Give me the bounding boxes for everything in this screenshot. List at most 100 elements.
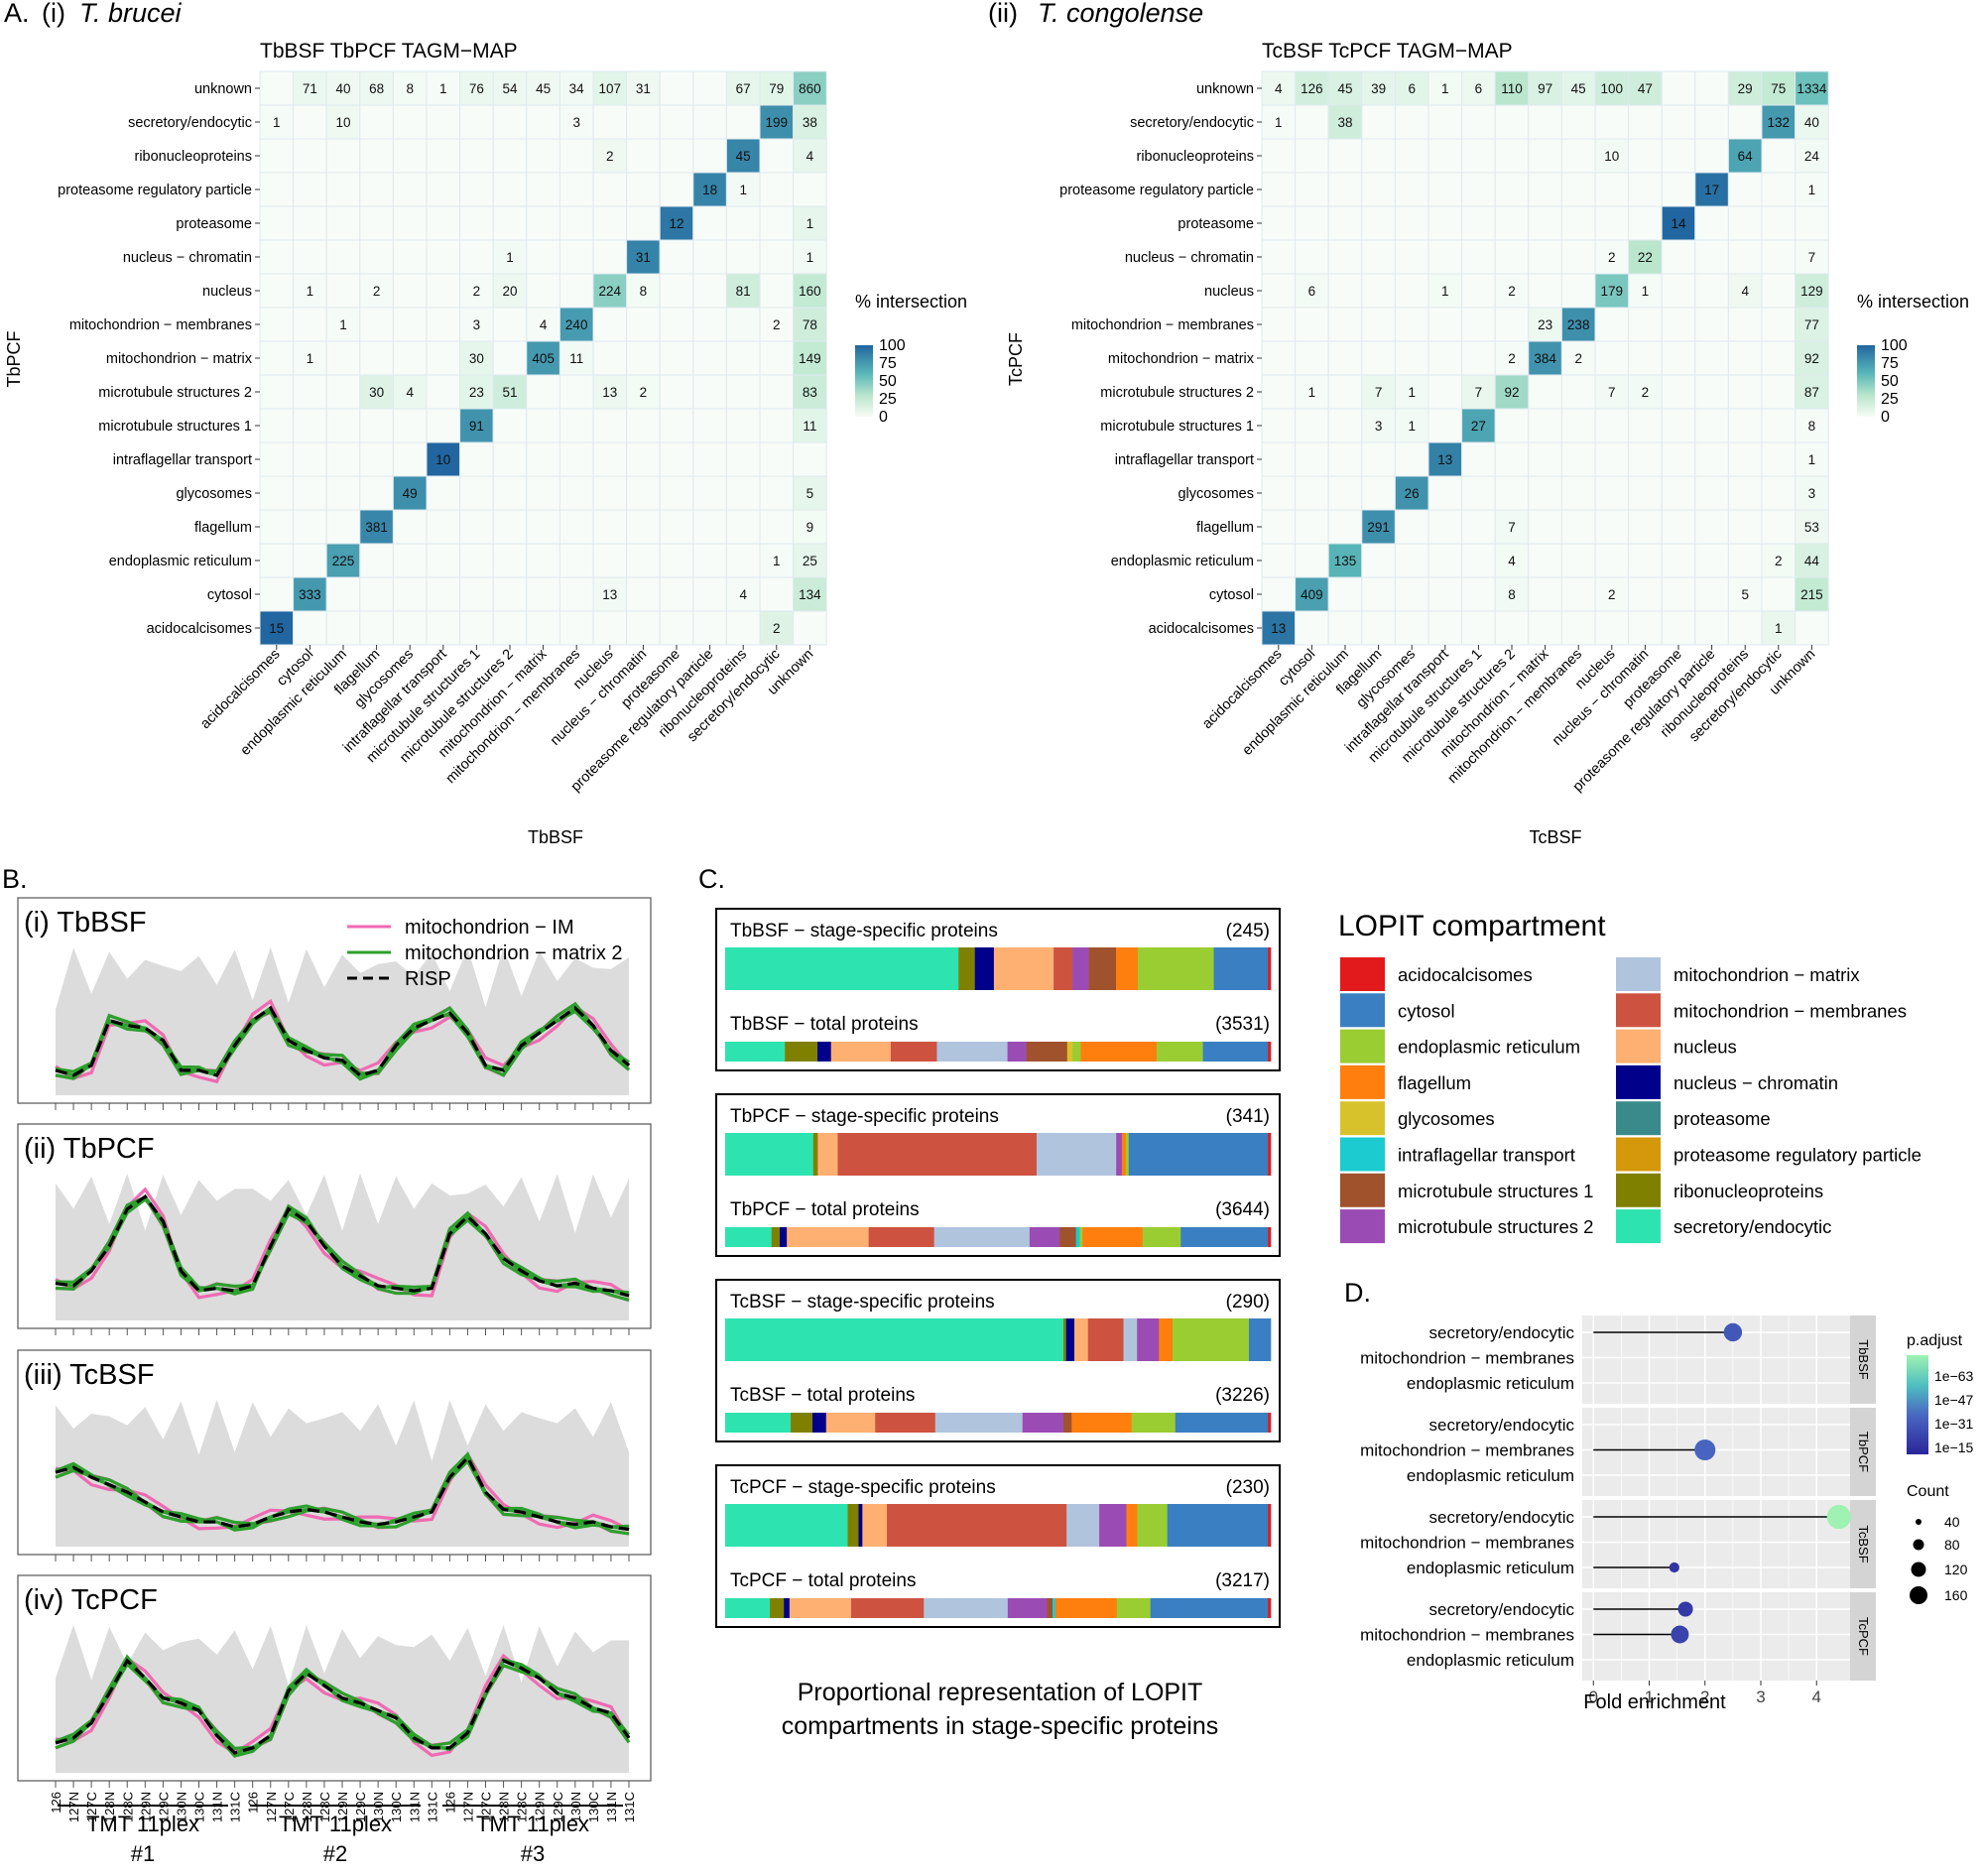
heatmap-cell (659, 340, 694, 376)
heatmap-cell-value: 31 (636, 81, 651, 96)
heatmap-row-label: unknown (1196, 81, 1254, 97)
heatmap-cell (1327, 205, 1363, 241)
heatmap-cell (325, 273, 361, 309)
count-legend-title: Count (1907, 1483, 1949, 1500)
heatmap-cell (259, 543, 295, 578)
lopit-label: nucleus (1674, 1037, 1737, 1058)
heatmap-cell (1295, 576, 1329, 612)
heatmap-cell (325, 172, 361, 207)
heatmap-cell (1394, 70, 1429, 106)
heatmap-cell-value: 77 (1804, 317, 1819, 332)
profile-plot-title: (i) TbBSF (24, 907, 147, 938)
heatmap-cell (1694, 408, 1729, 443)
heatmap-cell (1327, 340, 1363, 376)
heatmap-cell (325, 509, 361, 545)
bar-segment (1079, 1227, 1083, 1247)
heatmap-cell (1694, 475, 1729, 511)
heatmap-cell (1361, 138, 1396, 174)
heatmap-cell (1361, 340, 1396, 376)
bar-count: (341) (1226, 1106, 1270, 1127)
heatmap-cell (1727, 475, 1763, 511)
heatmap-cell (492, 441, 528, 477)
heatmap-1-legend-tick: 25 (879, 391, 897, 408)
heatmap-cell (259, 273, 295, 309)
heatmap-cell (293, 374, 327, 410)
heatmap-cell (1661, 70, 1696, 106)
heatmap-cell (1494, 138, 1530, 174)
bar-count: (230) (1226, 1477, 1270, 1498)
heatmap-cell (1261, 340, 1297, 376)
heatmap-cell (1795, 205, 1829, 241)
heatmap-cell (592, 273, 628, 309)
heatmap-cell (325, 475, 361, 511)
heatmap-cell-value: 1334 (1797, 81, 1827, 96)
lollipop-dot (1826, 1504, 1851, 1530)
heatmap-cell (359, 172, 394, 207)
heatmap-cell (558, 273, 594, 309)
heatmap-cell (359, 239, 394, 275)
heatmap-cell (1628, 543, 1663, 578)
profile-channel-label: 128C (317, 1792, 332, 1822)
heatmap-cell (1261, 307, 1297, 342)
heatmap-2-title: TcBSF TcPCF TAGM−MAP (1262, 40, 1513, 63)
heatmap-row-label: cytosol (207, 587, 252, 603)
lopit-swatch (1340, 1064, 1385, 1099)
heatmap-cell (1361, 239, 1396, 275)
heatmap-cell (1394, 273, 1429, 309)
heatmap-cell-value: 54 (502, 81, 518, 96)
lopit-legend: acidocalcisomes cytosol endoplasmic reticu… (1340, 957, 1922, 1244)
profile-channel-label: 127C (84, 1792, 99, 1822)
heatmap-cell-value: 24 (1804, 149, 1820, 164)
lopit-swatch (1616, 957, 1661, 991)
heatmap-cell-value: 7 (1508, 520, 1516, 535)
heatmap-cell (526, 441, 560, 477)
heatmap-cell (659, 104, 694, 140)
heatmap-cell (1560, 239, 1596, 275)
heatmap-cell (1361, 307, 1396, 342)
heatmap-row-label: proteasome (1178, 216, 1254, 232)
heatmap-cell-value: 1 (307, 284, 314, 299)
heatmap-cell (392, 441, 428, 477)
heatmap-cell (293, 543, 327, 578)
lopit-swatch (1616, 1209, 1661, 1244)
heatmap-cell (759, 475, 795, 511)
heatmap-cell-value: 384 (1534, 351, 1556, 366)
heatmap-cell (392, 307, 428, 342)
heatmap-cell-value: 2 (1608, 250, 1616, 265)
profile-legend: mitochondrion − IM mitochondrion − matri… (347, 917, 623, 990)
heatmap-cell (426, 340, 461, 376)
panel-a-label: A. (4, 0, 30, 28)
heatmap-cell (526, 172, 560, 207)
lollipop-dot (1669, 1562, 1679, 1573)
heatmap-cell (659, 610, 694, 646)
bar-segment (1213, 947, 1269, 990)
bar-segment (887, 1504, 1067, 1547)
bar-segment (1075, 1227, 1080, 1247)
heatmap-cell (392, 610, 428, 646)
heatmap-row-label: flagellum (194, 520, 252, 536)
heatmap-cell (1594, 273, 1630, 309)
heatmap-cell (1327, 576, 1363, 612)
tmt-plex-labels: TMT 11plex TMT 11plex TMT 11plex #1 #2 #… (58, 1805, 623, 1866)
heatmap-cell (1427, 273, 1463, 309)
heatmap-cell (1694, 340, 1729, 376)
heatmap-cell (259, 441, 295, 477)
bar-segment (1268, 947, 1272, 990)
heatmap-cell (293, 408, 327, 443)
heatmap-cell (759, 576, 795, 612)
heatmap-cell (1361, 475, 1396, 511)
heatmap-cell (426, 307, 461, 342)
heatmap-cell (1727, 340, 1763, 376)
heatmap-cell (592, 205, 628, 241)
bar-segment (934, 1413, 1024, 1433)
heatmap-cell (1795, 172, 1829, 207)
heatmap-cell (659, 205, 694, 241)
bar-segment (725, 1598, 771, 1618)
heatmap-cell (725, 340, 761, 376)
heatmap-cell-value: 3 (1375, 419, 1383, 434)
bar-segment (789, 1598, 852, 1618)
heatmap-cell (1594, 408, 1630, 443)
heatmap-cell-value: 4 (806, 149, 814, 164)
legend-label-im: mitochondrion − IM (405, 917, 574, 938)
heatmap-cell (626, 543, 661, 578)
